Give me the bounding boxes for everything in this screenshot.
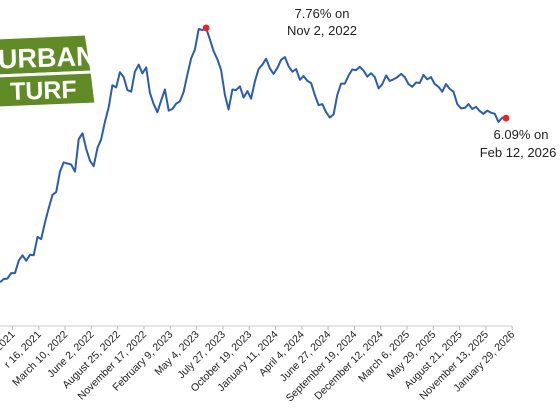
peak-marker	[202, 24, 210, 32]
highlight-markers	[202, 24, 510, 122]
series-line	[0, 27, 507, 284]
latest-annotation-line1: 6.09% on	[494, 127, 549, 142]
peak-annotation-line2: Nov 2, 2022	[287, 23, 357, 38]
logo-line1: URBAN	[0, 41, 96, 74]
logo-lower-sign	[0, 70, 98, 110]
peak-annotation-line1: 7.76% on	[295, 6, 350, 21]
latest-marker	[502, 114, 510, 122]
logo-line2: TURF	[10, 76, 78, 106]
annotations: 7.76% on Nov 2, 2022 6.09% on Feb 12, 20…	[287, 6, 556, 160]
x-tick-marks	[12, 326, 513, 330]
urban-turf-logo: URBAN TURF	[0, 32, 98, 110]
latest-annotation-line2: Feb 12, 2026	[480, 145, 557, 160]
